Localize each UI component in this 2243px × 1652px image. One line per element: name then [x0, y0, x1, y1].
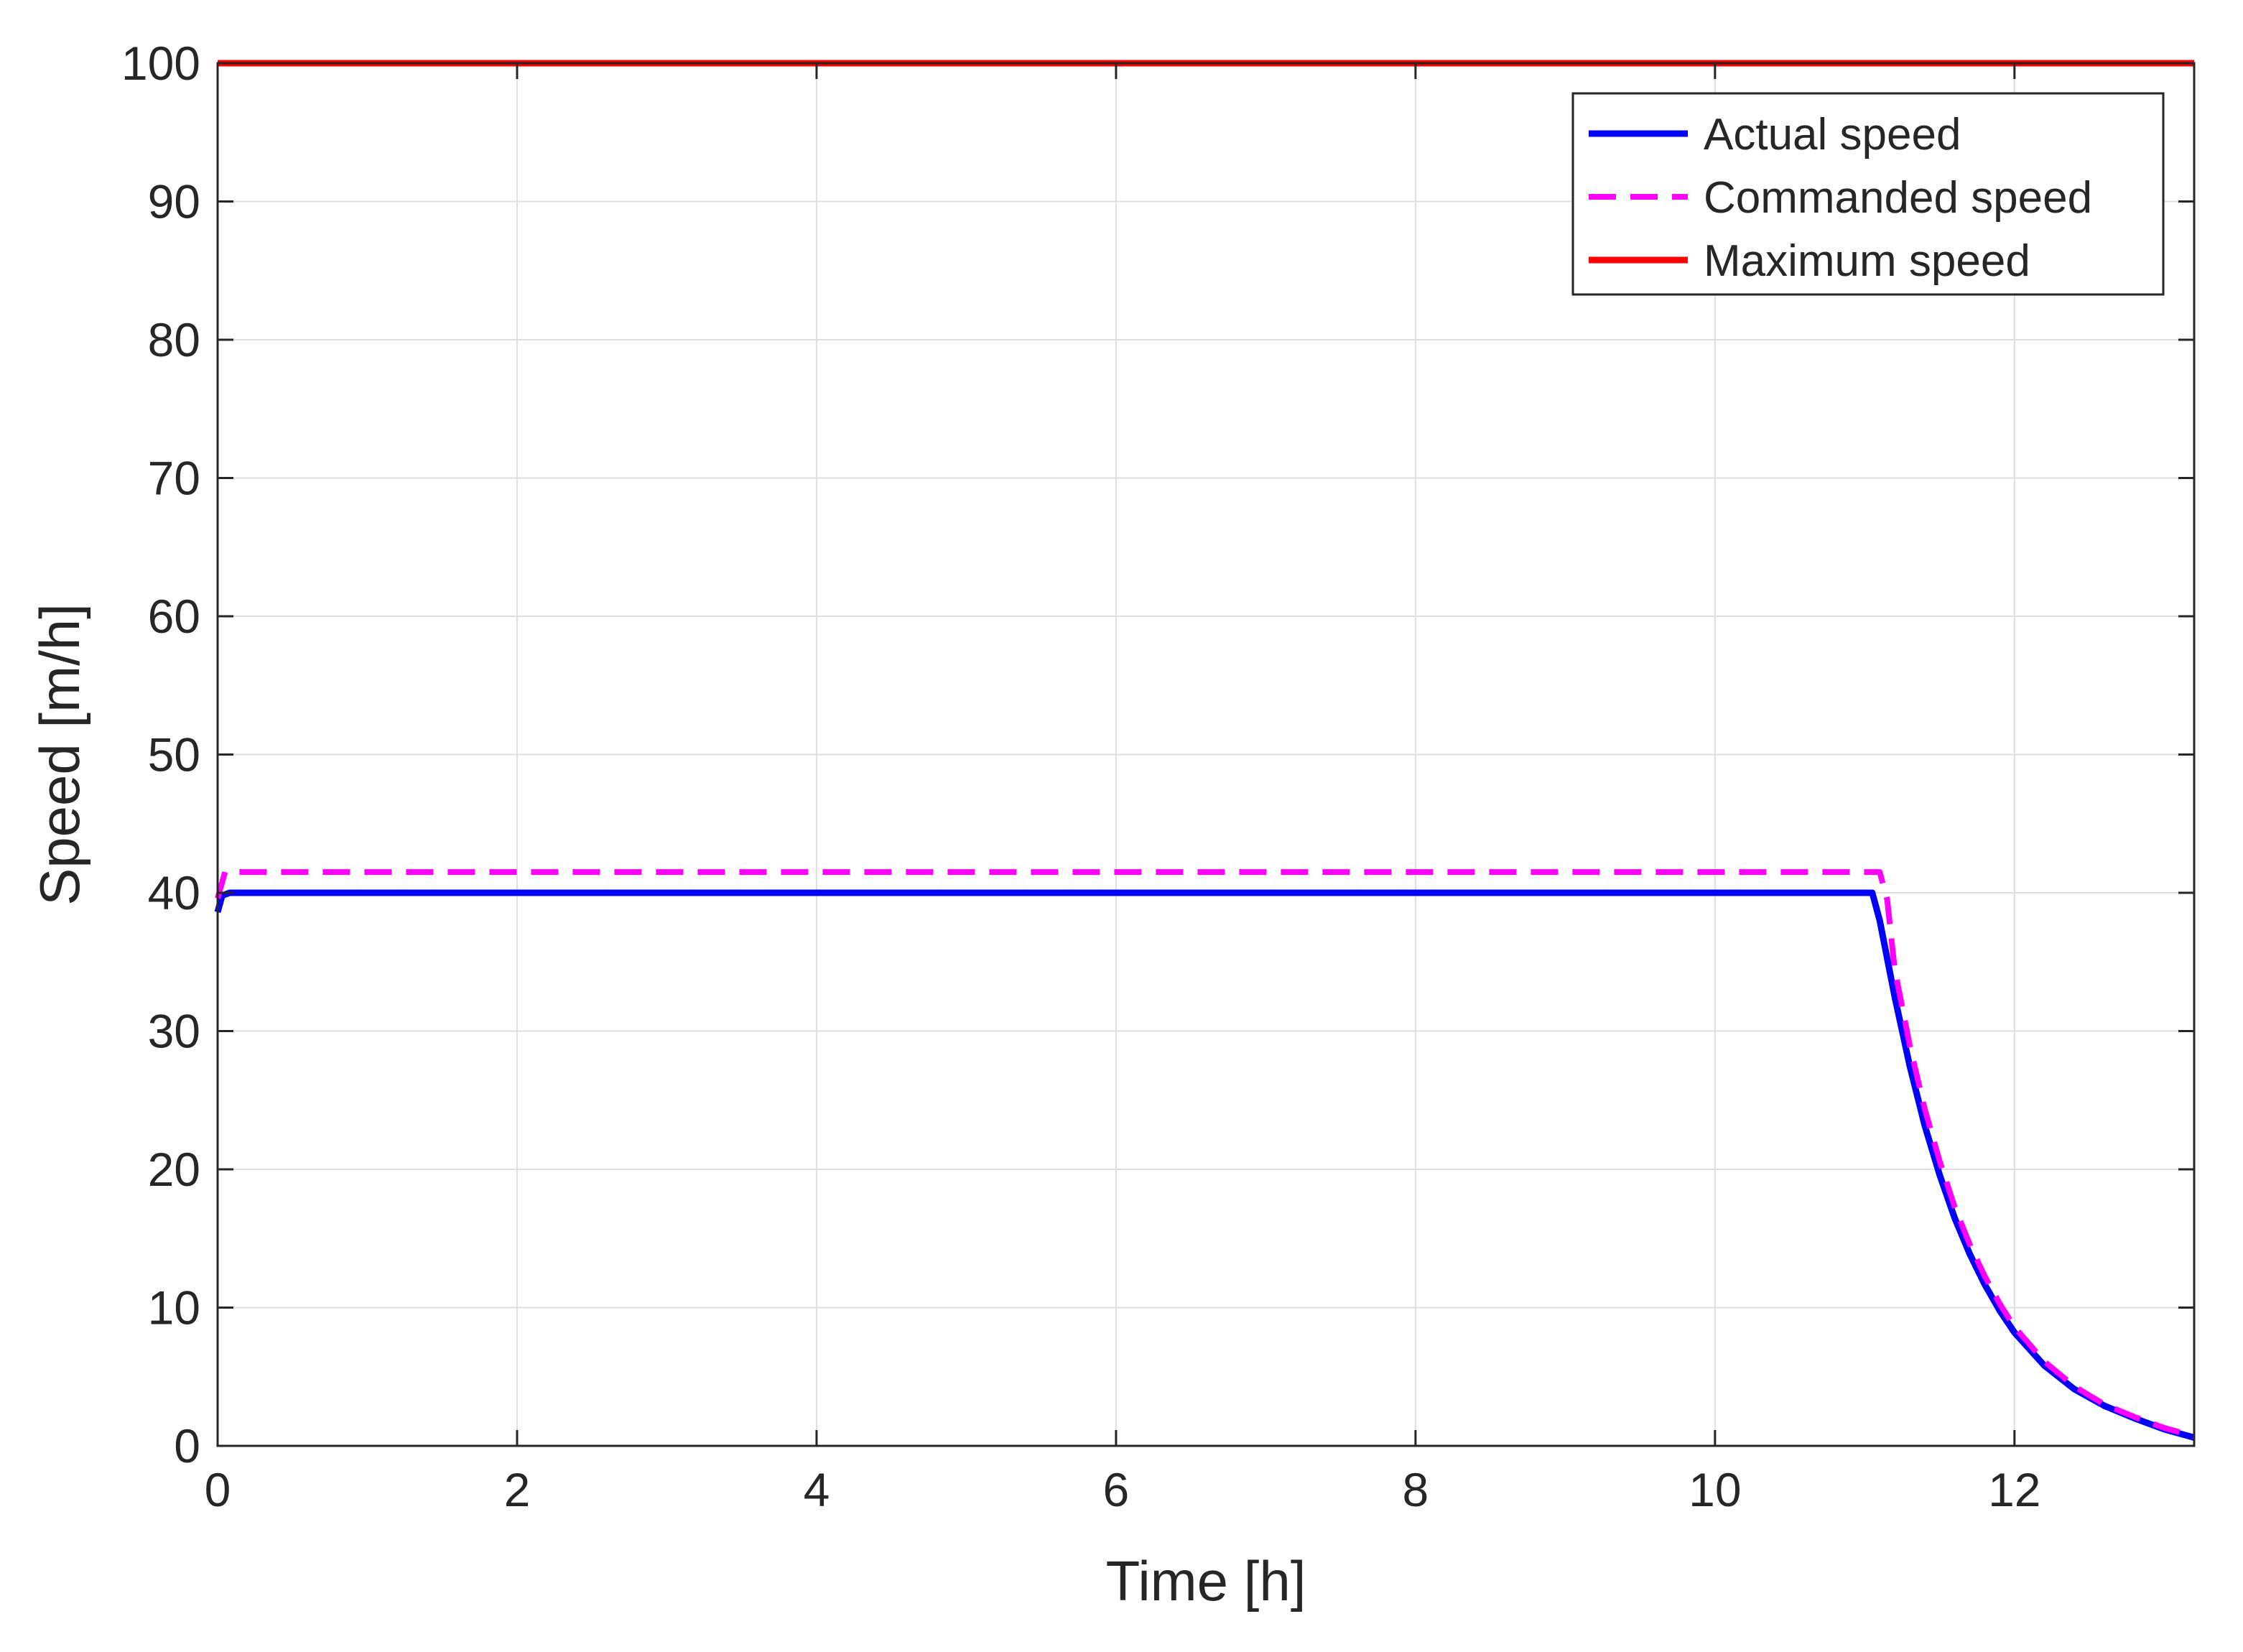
y-tick-label: 10	[148, 1281, 200, 1335]
legend: Actual speed Commanded speed Maximum speed	[1571, 92, 2165, 296]
axis-ticks	[216, 62, 2194, 1447]
legend-label: Actual speed	[1704, 110, 1961, 159]
x-axis-label: Time [h]	[1106, 1549, 1306, 1612]
series-line-commanded-speed	[215, 869, 2196, 1439]
y-tick-label: 40	[148, 866, 200, 919]
x-tick-label: 6	[1103, 1463, 1130, 1516]
y-tick-label: 100	[121, 37, 200, 90]
y-tick-label: 30	[148, 1005, 200, 1058]
y-tick-label: 50	[148, 728, 200, 781]
y-tick-label: 20	[148, 1143, 200, 1196]
y-tick-label: 60	[148, 590, 200, 643]
x-tick-label: 12	[1988, 1463, 2040, 1516]
tick-labels: 0 2 4 6 8 10 12 0 10 20 30 40 50 60 70 80 90 100	[121, 37, 2041, 1516]
y-tick-label: 90	[148, 175, 200, 228]
x-tick-label: 0	[205, 1463, 231, 1516]
x-tick-label: 4	[804, 1463, 830, 1516]
y-tick-label: 80	[148, 313, 200, 366]
y-tick-label: 70	[148, 452, 200, 505]
x-tick-label: 2	[504, 1463, 531, 1516]
legend-label: Maximum speed	[1704, 236, 2030, 286]
x-tick-label: 10	[1689, 1463, 1741, 1516]
series-line-actual-speed	[214, 889, 2196, 1441]
x-tick-label: 8	[1403, 1463, 1429, 1516]
y-tick-label: 0	[174, 1419, 200, 1472]
y-axis-label: Speed [m/h]	[28, 603, 91, 906]
legend-label: Commanded speed	[1704, 173, 2092, 223]
